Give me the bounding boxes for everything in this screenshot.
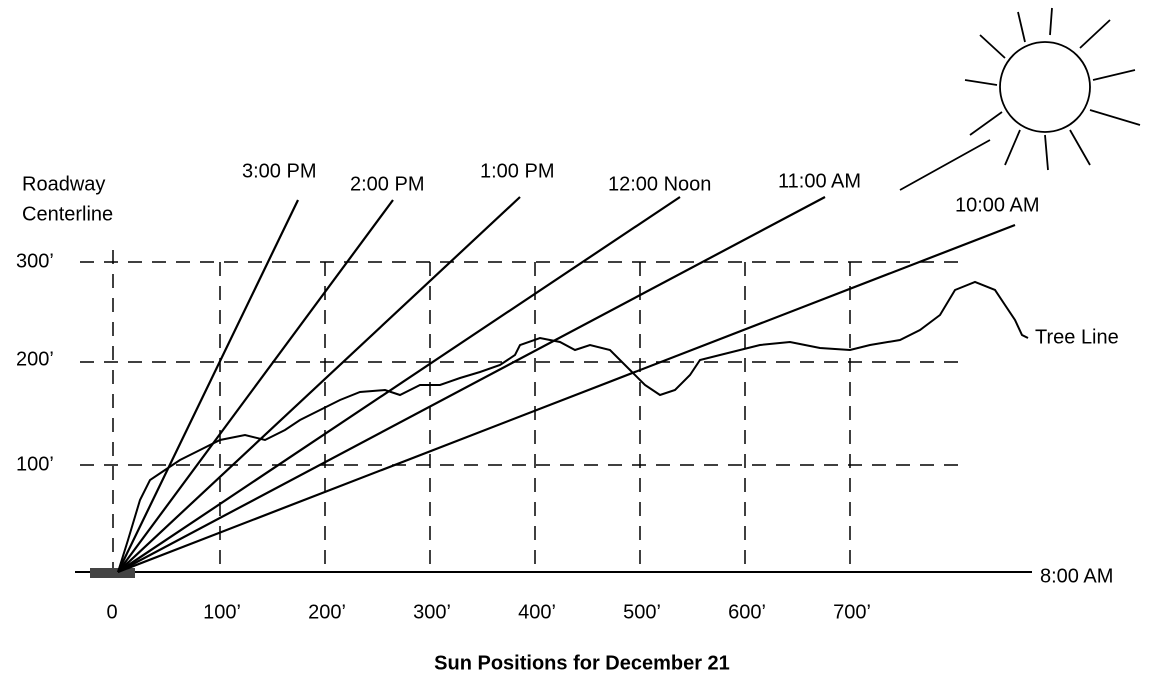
time-label: 10:00 AM bbox=[955, 194, 1040, 216]
time-label: 12:00 Noon bbox=[608, 173, 711, 195]
labels: Roadway Centerline 3:00 PM 2:00 PM 1:00 … bbox=[16, 160, 1119, 674]
x-label: 100’ bbox=[203, 601, 241, 623]
x-label: 400’ bbox=[518, 601, 556, 623]
caption: Sun Positions for December 21 bbox=[434, 652, 730, 674]
x-label: 200’ bbox=[308, 601, 346, 623]
roadway-label: Roadway bbox=[22, 173, 105, 195]
tree-line-label: Tree Line bbox=[1035, 326, 1119, 348]
y-label: 300’ bbox=[16, 250, 54, 272]
time-label: 2:00 PM bbox=[350, 173, 424, 195]
x-label: 600’ bbox=[728, 601, 766, 623]
x-label: 700’ bbox=[833, 601, 871, 623]
sun bbox=[899, 7, 1141, 191]
time-label: 1:00 PM bbox=[480, 160, 554, 182]
x-label: 300’ bbox=[413, 601, 451, 623]
grid bbox=[75, 250, 1032, 578]
x-label: 0 bbox=[106, 601, 117, 623]
y-label: 100’ bbox=[16, 453, 54, 475]
sun-rays bbox=[117, 196, 1016, 574]
y-label: 200’ bbox=[16, 348, 54, 370]
time-label: 8:00 AM bbox=[1040, 565, 1113, 587]
time-label: 3:00 PM bbox=[242, 160, 316, 182]
tree-line bbox=[117, 280, 1029, 573]
roadway-label: Centerline bbox=[22, 203, 113, 225]
x-label: 500’ bbox=[623, 601, 661, 623]
time-label: 11:00 AM bbox=[778, 170, 861, 192]
